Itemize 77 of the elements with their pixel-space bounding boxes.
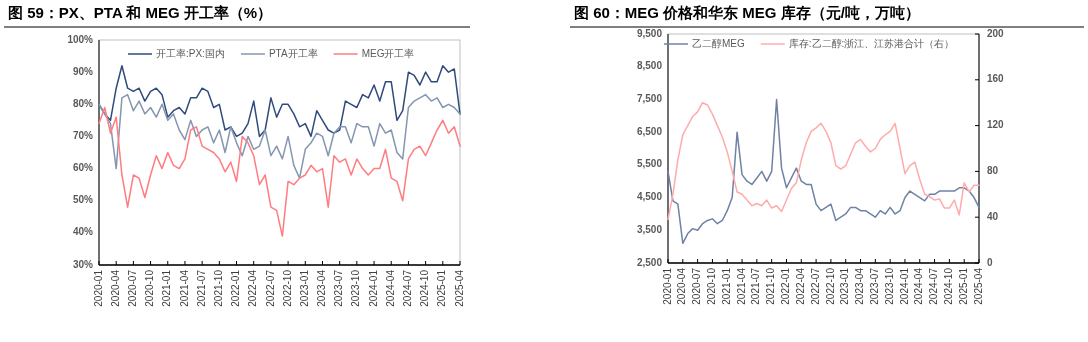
y-tick-label: 2,500	[636, 256, 663, 268]
x-tick-label: 2023-10	[350, 269, 362, 307]
x-tick-label: 2025-04	[453, 269, 465, 307]
y2-tick-label: 200	[987, 27, 1005, 39]
x-tick-label: 2023-07	[333, 269, 345, 307]
y-tick-label: 7,500	[636, 93, 663, 105]
y-tick-label: 6,500	[636, 125, 663, 137]
x-tick-label: 2020-10	[706, 267, 718, 305]
x-tick-label: 2020-04	[109, 269, 121, 307]
x-tick-label: 2022-04	[247, 269, 259, 307]
x-tick-label: 2020-04	[676, 267, 688, 305]
x-tick-label: 2022-10	[281, 269, 293, 307]
y2-tick-label: 0	[987, 256, 993, 268]
x-tick-label: 2020-10	[144, 269, 156, 307]
y-tick-label: 4,500	[636, 191, 663, 203]
x-tick-label: 2020-01	[661, 267, 673, 305]
chart-title: 图 59：PX、PTA 和 MEG 开工率（%）	[8, 4, 273, 21]
legend-label: MEG开工率	[361, 47, 415, 59]
x-tick-label: 2022-10	[824, 267, 836, 305]
x-tick-label: 2023-04	[854, 267, 866, 305]
x-tick-label: 2021-04	[178, 269, 190, 307]
x-tick-label: 2021-07	[750, 267, 762, 305]
x-tick-label: 2024-10	[419, 269, 431, 307]
y2-tick-label: 40	[987, 210, 999, 222]
x-tick-label: 2025-01	[436, 269, 448, 307]
x-tick-label: 2024-01	[367, 269, 379, 307]
x-tick-label: 2024-07	[402, 269, 414, 307]
x-tick-label: 2022-04	[794, 267, 806, 305]
x-tick-label: 2022-01	[230, 269, 242, 307]
x-tick-label: 2020-07	[127, 269, 139, 307]
y-tick-label: 100%	[67, 33, 94, 45]
y-tick-label: 9,500	[636, 27, 663, 39]
legend-label: 开工率:PX:国内	[156, 47, 225, 59]
y-tick-label: 5,500	[636, 158, 663, 170]
x-tick-label: 2023-10	[883, 267, 895, 305]
legend-label: 乙二醇MEG	[692, 37, 745, 49]
x-tick-label: 2020-07	[691, 267, 703, 305]
x-tick-label: 2021-01	[161, 269, 173, 307]
y2-tick-label: 120	[987, 119, 1005, 131]
x-tick-label: 2021-10	[212, 269, 224, 307]
y2-tick-label: 80	[987, 165, 999, 177]
y-tick-label: 60%	[72, 162, 94, 174]
y-tick-label: 90%	[72, 65, 94, 77]
legend-label: 库存:乙二醇:浙江、江苏港合计（右）	[788, 37, 955, 49]
x-tick-label: 2020-01	[92, 269, 104, 307]
x-tick-label: 2025-04	[972, 267, 984, 305]
x-tick-label: 2024-07	[928, 267, 940, 305]
line-series	[98, 106, 461, 237]
x-tick-label: 2023-07	[868, 267, 880, 305]
y-tick-label: 8,500	[636, 60, 663, 72]
x-tick-label: 2023-04	[316, 269, 328, 307]
line-series	[98, 93, 461, 179]
y-tick-label: 3,500	[636, 223, 663, 235]
chart-title: 图 60：MEG 价格和华东 MEG 库存（元/吨，万吨）	[574, 4, 920, 21]
y-tick-label: 70%	[72, 130, 94, 142]
x-tick-label: 2024-04	[913, 267, 925, 305]
x-tick-label: 2022-07	[264, 269, 276, 307]
x-tick-label: 2022-07	[809, 267, 821, 305]
legend-label: PTA开工率	[268, 47, 318, 59]
x-tick-label: 2025-01	[957, 267, 969, 305]
x-tick-label: 2024-10	[943, 267, 955, 305]
x-tick-label: 2022-01	[780, 267, 792, 305]
y-tick-label: 50%	[72, 194, 94, 206]
x-tick-label: 2024-04	[384, 269, 396, 307]
y-tick-label: 30%	[72, 258, 94, 270]
x-tick-label: 2021-07	[195, 269, 207, 307]
x-tick-label: 2023-01	[298, 269, 310, 307]
y-tick-label: 80%	[72, 97, 94, 109]
y-tick-label: 40%	[72, 226, 94, 238]
line-series	[667, 98, 980, 245]
y2-tick-label: 160	[987, 73, 1005, 85]
x-tick-label: 2024-01	[898, 267, 910, 305]
line-series	[667, 101, 980, 221]
x-tick-label: 2021-10	[765, 267, 777, 305]
x-tick-label: 2023-01	[839, 267, 851, 305]
x-tick-label: 2021-01	[720, 267, 732, 305]
x-tick-label: 2021-04	[735, 267, 747, 305]
